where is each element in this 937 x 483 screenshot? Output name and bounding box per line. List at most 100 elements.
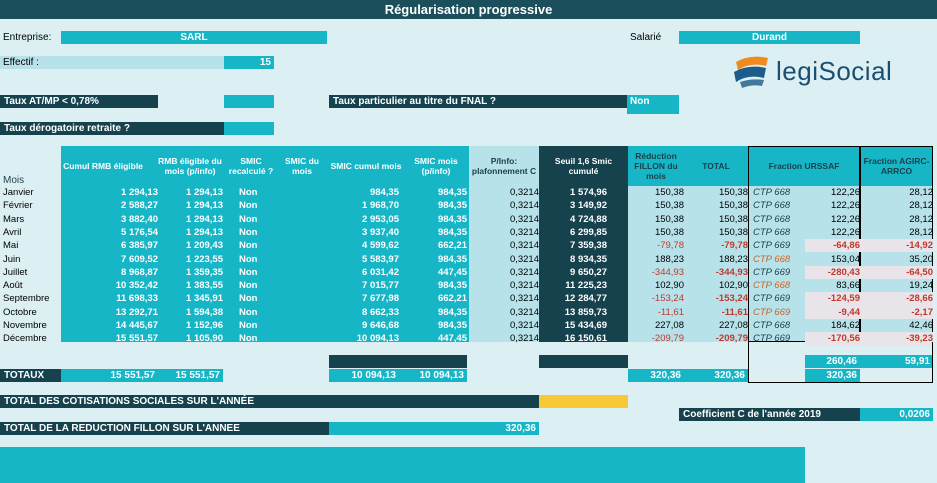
cell-smic-mois: [277, 279, 330, 292]
header-smic-info: SMIC mois (p/info): [414, 156, 458, 176]
fillon-value: 320,36: [329, 422, 539, 435]
totaux-urssaf: 320,36: [805, 369, 860, 382]
cell-smic-mois: [277, 186, 330, 199]
hdr-bg-reduc: [628, 146, 748, 186]
taux-atmp-field[interactable]: [224, 95, 274, 108]
cell-smic-mois: [277, 292, 330, 305]
table-bg-seuil: [539, 146, 628, 342]
cell-smic-mois: [277, 266, 330, 279]
cell-smic-info: 984,35: [437, 213, 467, 225]
cell-urssaf: -124,59: [827, 293, 860, 305]
negative-row-highlight: [805, 305, 933, 319]
cell-ctp: CTP 669: [753, 266, 791, 278]
cell-ctp: CTP 668: [753, 200, 791, 212]
agirc-total: 59,91: [860, 355, 933, 368]
header-smic-mois: SMIC du mois: [285, 156, 319, 176]
cell-smic-info: 662,21: [437, 293, 467, 305]
cell-mois: Novembre: [3, 320, 47, 331]
cell-total: 150,38: [718, 187, 748, 198]
cell-urssaf: -170,56: [827, 333, 860, 345]
negative-row-highlight: [805, 292, 933, 306]
cell-mois: Juin: [3, 253, 21, 265]
cell-smic-recalc: Non: [239, 293, 258, 305]
cell-mois: Décembre: [3, 333, 47, 345]
cell-total: 227,08: [718, 320, 748, 331]
cell-smic-mois: [277, 332, 330, 345]
cell-smic-recalc: Non: [239, 333, 258, 345]
cell-smic-cumul: 4 599,62: [362, 240, 399, 252]
cell-smic-mois: [277, 226, 330, 239]
cell-plaf: 0,3214: [509, 240, 539, 252]
cell-smic-mois: [277, 253, 330, 266]
cell-smic-info: 447,45: [437, 266, 467, 278]
cell-rmb: 1 594,38: [186, 306, 223, 318]
cell-agirc: 42,46: [909, 320, 933, 331]
cell-total: 150,38: [718, 213, 748, 225]
header-mois: Mois: [3, 175, 25, 186]
hdr-bg-plaf: [469, 146, 539, 186]
cell-cumul: 10 352,42: [115, 280, 158, 292]
retraite-field[interactable]: [224, 122, 274, 135]
cell-smic-info: 984,35: [437, 306, 467, 318]
logo-mark-icon: [734, 56, 768, 88]
cell-smic-cumul: 8 662,33: [362, 306, 399, 318]
cell-smic-info: 662,21: [437, 240, 467, 252]
cell-reduc: -79,78: [657, 240, 684, 252]
cell-rmb: 1 294,13: [186, 226, 223, 238]
negative-row-highlight: [805, 239, 933, 253]
header-fraction-agirc: Fraction AGIRC-ARRCO: [863, 156, 930, 176]
fnal-field[interactable]: Non: [627, 95, 679, 114]
cell-rmb: 1 294,13: [186, 187, 223, 198]
cell-cumul: 8 968,87: [121, 266, 158, 278]
cell-rmb: 1 152,96: [186, 320, 223, 331]
cell-total: 102,90: [718, 280, 748, 292]
cell-agirc: 28,12: [909, 213, 933, 225]
cell-urssaf: 122,26: [830, 200, 860, 212]
cell-plaf: 0,3214: [509, 226, 539, 238]
cell-seuil: 3 149,92: [570, 200, 607, 212]
cell-mois: Août: [3, 280, 23, 292]
cell-ctp: CTP 668: [753, 187, 791, 198]
cell-total: -344,93: [715, 266, 748, 278]
header-plafonnement: P/Info: plafonnement C: [471, 156, 537, 176]
cell-rmb: 1 345,91: [186, 293, 223, 305]
cell-rmb: 1 223,55: [186, 253, 223, 265]
salarie-label: Salarié: [630, 32, 662, 43]
cell-agirc: 28,12: [909, 226, 933, 238]
hdr-bg-urssaf: [748, 146, 860, 186]
negative-row-highlight: [805, 332, 933, 346]
cell-smic-cumul: 3 937,40: [362, 226, 399, 238]
cell-seuil: 1 574,96: [570, 187, 607, 198]
cell-rmb: 1 294,13: [186, 200, 223, 212]
cell-smic-recalc: Non: [239, 320, 258, 331]
cell-plaf: 0,3214: [509, 187, 539, 198]
entreprise-field[interactable]: SARL: [61, 31, 327, 44]
logo-text: legiSocial: [776, 56, 893, 86]
fraction-total-border: [748, 342, 933, 383]
cell-smic-mois: [277, 306, 330, 319]
footer-bar: [0, 447, 805, 483]
cell-plaf: 0,3214: [509, 213, 539, 225]
cell-smic-recalc: Non: [239, 200, 258, 212]
cell-ctp: CTP 668: [753, 253, 791, 265]
totaux-smic-info: 10 094,13: [399, 369, 467, 382]
cell-smic-info: 984,35: [437, 200, 467, 212]
cell-reduc: -153,24: [651, 293, 684, 305]
cell-smic-recalc: Non: [239, 213, 258, 225]
cell-seuil: 9 650,27: [570, 266, 607, 278]
salarie-field[interactable]: Durand: [679, 31, 860, 44]
cell-reduc: 150,38: [654, 200, 684, 212]
retraite-label: Taux dérogatoire retraite ?: [0, 122, 224, 135]
cotisations-field[interactable]: [539, 395, 628, 408]
cell-cumul: 11 698,33: [116, 293, 158, 305]
cell-plaf: 0,3214: [509, 266, 539, 278]
cell-cumul: 3 882,40: [121, 213, 158, 225]
cell-rmb: 1 294,13: [186, 213, 223, 225]
effectif-field[interactable]: 15: [224, 56, 274, 69]
cell-agirc: -64,50: [906, 266, 933, 278]
taux-atmp-label: Taux AT/MP < 0,78%: [0, 95, 158, 108]
cell-reduc: -209,79: [651, 333, 684, 345]
totaux-rmb: 15 551,57: [158, 369, 223, 382]
cell-smic-mois: [277, 239, 330, 252]
cell-cumul: 7 609,52: [121, 253, 158, 265]
